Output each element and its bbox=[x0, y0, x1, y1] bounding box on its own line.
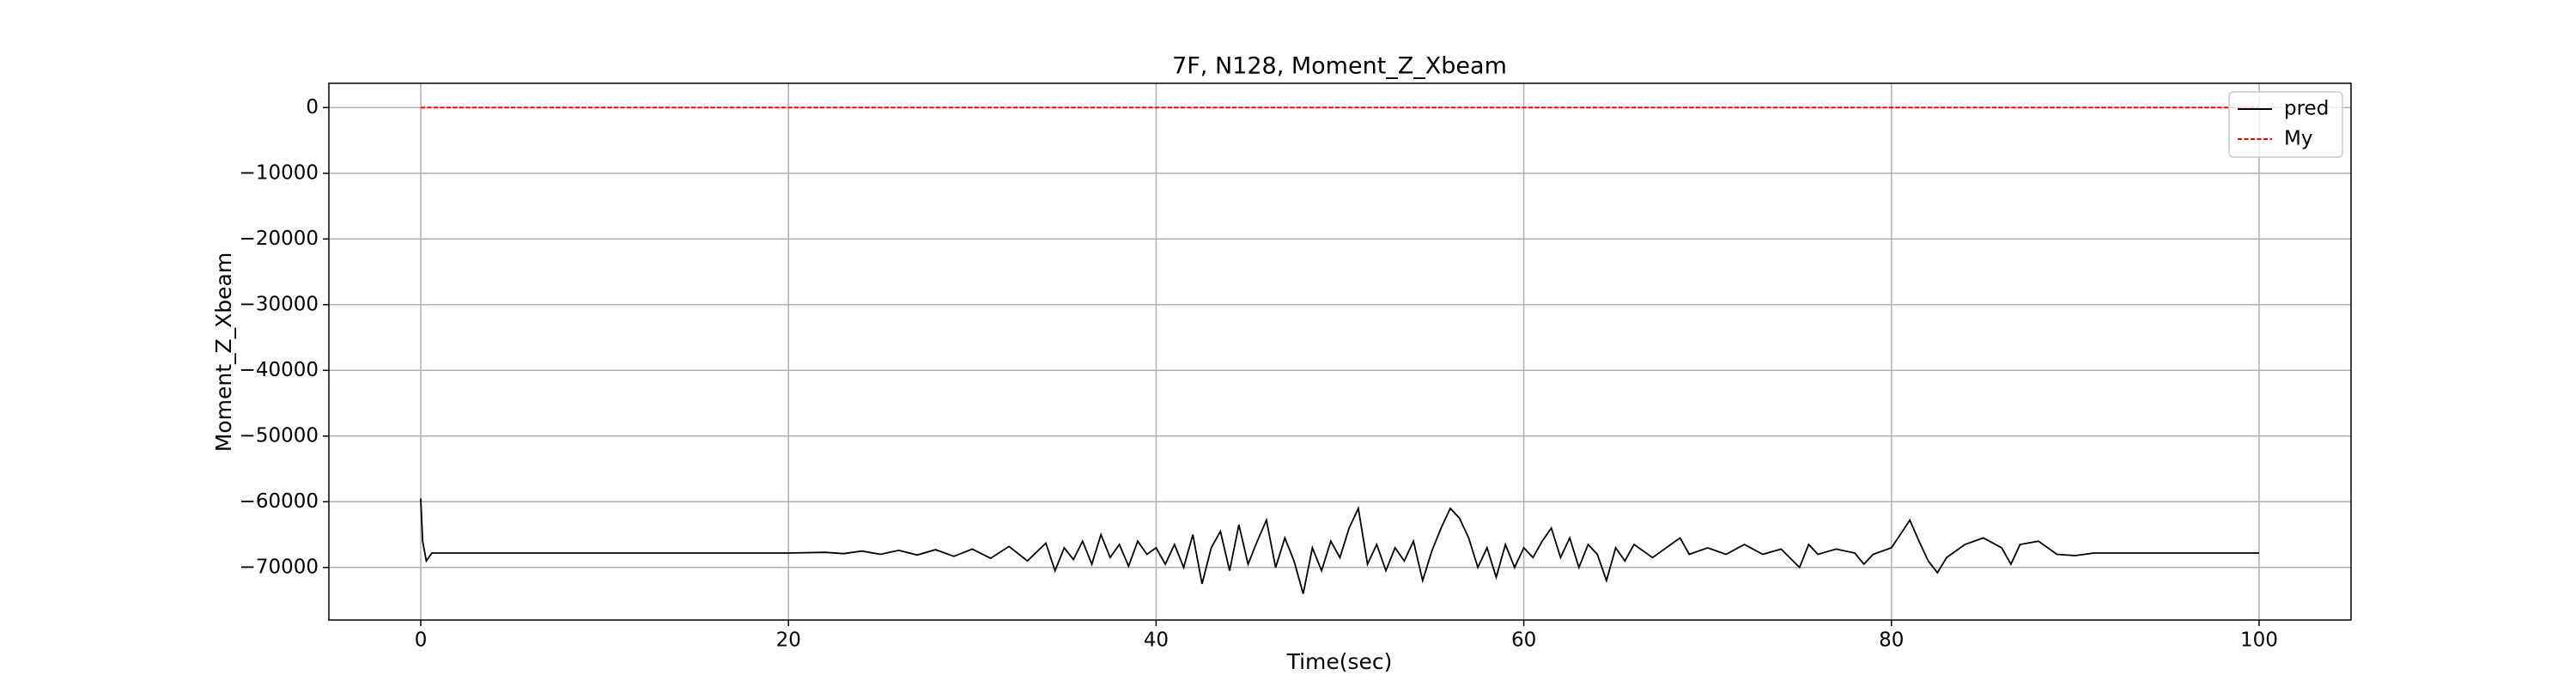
y-tick-label: 0 bbox=[306, 96, 319, 119]
x-tick-label: 40 bbox=[1144, 629, 1169, 652]
series-line bbox=[420, 498, 2259, 594]
y-tick-label: −20000 bbox=[240, 228, 319, 250]
y-tick-label: −70000 bbox=[240, 556, 319, 578]
x-tick-label: 80 bbox=[1879, 629, 1904, 652]
y-tick-label: −50000 bbox=[240, 424, 319, 447]
x-tick-label: 100 bbox=[2240, 629, 2278, 652]
y-tick-label: −10000 bbox=[240, 161, 319, 184]
x-tick-label: 60 bbox=[1511, 629, 1536, 652]
legend-label: pred bbox=[2284, 98, 2329, 120]
legend-label: My bbox=[2284, 128, 2312, 150]
y-axis-label: Moment_Z_Xbeam bbox=[211, 252, 236, 452]
chart-title: 7F, N128, Moment_Z_Xbeam bbox=[1172, 53, 1507, 80]
y-tick-label: −60000 bbox=[240, 490, 319, 513]
x-tick-label: 0 bbox=[415, 629, 428, 652]
y-tick-label: −40000 bbox=[240, 359, 319, 381]
x-tick-label: 20 bbox=[776, 629, 801, 652]
x-axis-label: Time(sec) bbox=[1286, 649, 1393, 674]
y-tick-label: −30000 bbox=[240, 293, 319, 315]
plot-frame bbox=[328, 82, 2352, 621]
